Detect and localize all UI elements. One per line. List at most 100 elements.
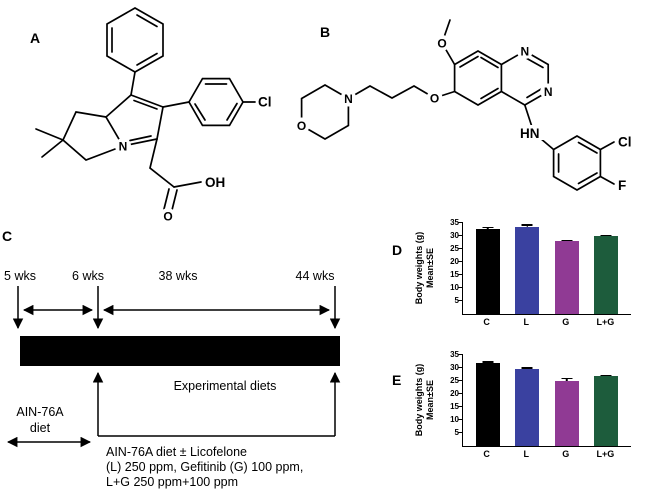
bar-slot — [552, 222, 582, 314]
y-tick-mark — [458, 379, 463, 381]
bar-C — [475, 228, 500, 314]
y-tick-label: 20 — [450, 256, 459, 266]
y-tick-mark — [458, 353, 463, 355]
plot-wrap: 5 10 15 20 25 30 35 C L G L+G — [442, 348, 644, 470]
panel-a-label: A — [30, 30, 41, 46]
y-tick-mark — [458, 406, 463, 408]
quinazoline-n3-label: N — [544, 85, 553, 99]
y-tick-label: 15 — [450, 270, 459, 280]
x-tick-label: L+G — [596, 317, 615, 327]
y-tick-label: 20 — [450, 388, 459, 398]
hydroxyl-label: OH — [205, 175, 225, 190]
bar-slot — [552, 354, 582, 446]
x-tick-label: G — [562, 449, 570, 459]
error-bar — [561, 377, 573, 385]
chlorine-label-a: Cl — [258, 95, 272, 110]
y-tick-label: 30 — [450, 230, 459, 240]
timepoint-6wks: 6 wks — [72, 269, 104, 283]
y-axis-title-d: Body weights (g) Mean±SE — [408, 216, 442, 338]
y-tick-mark — [458, 261, 463, 263]
treatment-line3: L+G 250 ppm+100 ppm — [106, 475, 238, 489]
timepoint-5wks: 5 wks — [4, 269, 36, 283]
x-tick-label: G — [562, 317, 570, 327]
y-tick-label: 10 — [450, 415, 459, 425]
timepoint-44wks: 44 wks — [296, 269, 335, 283]
control-diet-line2: diet — [30, 421, 51, 435]
bar-slot — [591, 222, 621, 314]
treatment-line2: (L) 250 ppm, Gefitinib (G) 100 ppm, — [106, 460, 303, 474]
panel-b-label: B — [320, 24, 331, 40]
chlorine-label-b: Cl — [618, 135, 632, 150]
bar-slot — [512, 222, 542, 314]
diet-period-bar — [20, 336, 340, 366]
y-tick-label: 15 — [450, 402, 459, 412]
x-tick-label: C — [483, 317, 490, 327]
xlabels-row: C L G L+G — [462, 317, 630, 327]
panel-c-label: C — [2, 228, 13, 244]
quinazoline-n1-label: N — [520, 45, 529, 59]
body-weight-chart-e: Body weights (g) Mean±SE 5 10 15 20 25 30 35 C… — [408, 348, 644, 470]
y-tick-label: 35 — [450, 217, 459, 227]
morpholine-oxygen-label: O — [297, 119, 306, 133]
bar-C — [475, 362, 500, 446]
bar-slot — [473, 354, 503, 446]
y-tick-mark — [458, 274, 463, 276]
y-tick-mark — [458, 419, 463, 421]
timepoint-38wks: 38 wks — [159, 269, 198, 283]
y-tick-label: 25 — [450, 375, 459, 385]
bars-row — [463, 222, 631, 314]
control-diet-line1: AIN-76A — [16, 405, 64, 419]
y-axis-title-line1: Body weights (g) — [413, 231, 424, 305]
plot-wrap: 5 10 15 20 25 30 35 C L G L+G — [442, 216, 644, 338]
bar-L — [515, 226, 540, 314]
bar-slot — [512, 354, 542, 446]
y-tick-mark — [458, 247, 463, 249]
y-axis-title-line1: Body weights (g) — [413, 363, 424, 437]
y-tick-mark — [458, 393, 463, 395]
experimental-diets-caption: Experimental diets — [174, 379, 277, 393]
nitrogen-atom-label: N — [119, 140, 128, 154]
amine-hn-label: HN — [520, 126, 540, 141]
carbonyl-oxygen-label: O — [163, 210, 172, 223]
fluorine-label: F — [618, 178, 626, 193]
bar-L+G — [594, 376, 619, 446]
plot-area: 5 10 15 20 25 30 35 — [450, 218, 631, 315]
bar-L — [515, 369, 540, 446]
y-tick-mark — [458, 300, 463, 302]
x-tick-label: C — [483, 449, 490, 459]
bar-G — [554, 381, 579, 446]
panel-e-label: E — [392, 372, 402, 388]
bar-slot — [473, 222, 503, 314]
morpholine-nitrogen-label: N — [344, 92, 353, 106]
x-tick-label: L+G — [596, 449, 615, 459]
y-axis-title-line2: Mean±SE — [425, 380, 435, 420]
y-tick-label: 30 — [450, 362, 459, 372]
y-tick-mark — [458, 234, 463, 236]
bar-slot — [591, 354, 621, 446]
bar-L+G — [594, 236, 619, 314]
y-tick-label: 35 — [450, 349, 459, 359]
body-weight-chart-d: Body weights (g) Mean±SE 5 10 15 20 25 30 35 C… — [408, 216, 644, 338]
x-tick-label: L — [523, 317, 529, 327]
y-tick-mark — [458, 432, 463, 434]
y-axis-title-line2: Mean±SE — [425, 248, 435, 288]
bars-row — [463, 354, 631, 446]
y-axis-title-e: Body weights (g) Mean±SE — [408, 348, 442, 470]
y-tick-label: 10 — [450, 283, 459, 293]
y-tick-mark — [458, 221, 463, 223]
plot-area: 5 10 15 20 25 30 35 — [450, 350, 631, 447]
bar-G — [554, 241, 579, 314]
panel-d-label: D — [392, 242, 403, 258]
y-tick-mark — [458, 366, 463, 368]
y-tick-label: 5 — [454, 296, 459, 306]
treatment-line1: AIN-76A diet ± Licofelone — [106, 445, 247, 459]
licofelone-structure: N O OH Cl — [35, 7, 272, 223]
y-tick-label: 5 — [454, 428, 459, 438]
methoxy-oxygen-label: O — [437, 37, 446, 51]
ether-oxygen-label: O — [430, 92, 439, 106]
y-tick-label: 25 — [450, 243, 459, 253]
y-tick-mark — [458, 287, 463, 289]
experimental-design-diagram: 5 wks 6 wks 38 wks 44 wks Experimental d… — [4, 269, 341, 489]
xlabels-row: C L G L+G — [462, 449, 630, 459]
